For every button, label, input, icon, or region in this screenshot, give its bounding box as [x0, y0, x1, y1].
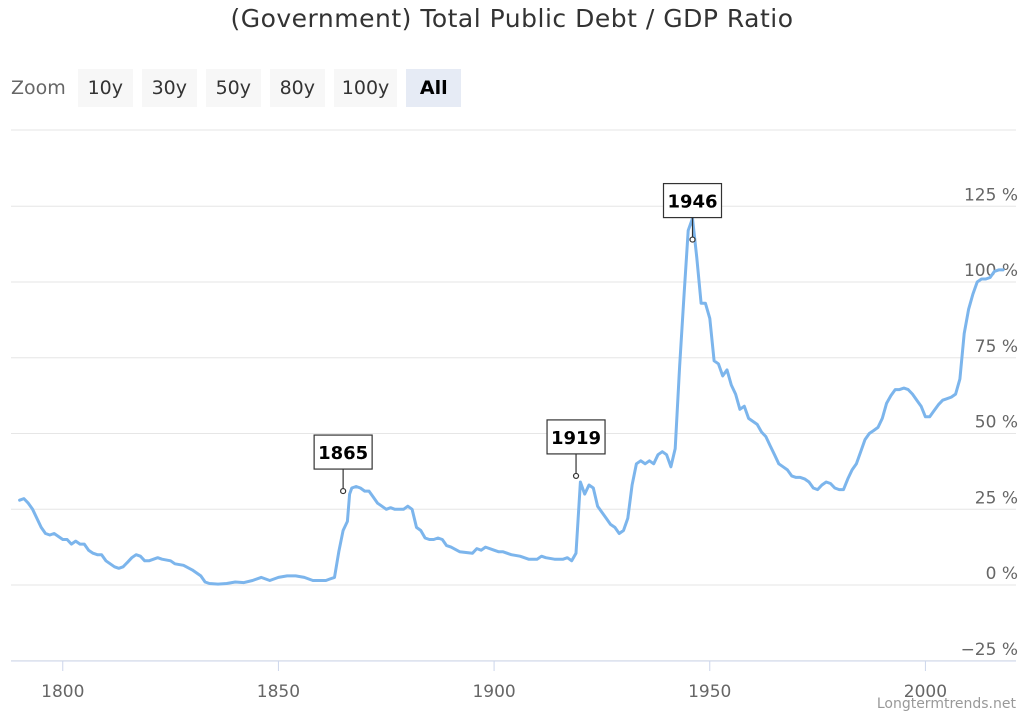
annotation-label: 1919: [551, 428, 601, 449]
zoom-label: Zoom: [11, 77, 66, 99]
y-tick-label: −25 %: [961, 640, 1018, 660]
annotation-label: 1946: [667, 192, 717, 213]
zoom-100y-button[interactable]: 100y: [333, 69, 398, 107]
y-tick-label: 125 %: [964, 185, 1018, 205]
x-tick-label: 2000: [904, 682, 947, 702]
zoom-80y-button[interactable]: 80y: [269, 69, 325, 107]
x-tick-label: 1900: [472, 682, 515, 702]
x-tick-label: 1800: [41, 682, 84, 702]
zoom-toolbar: Zoom 10y 30y 50y 80y 100y All: [11, 69, 470, 107]
zoom-30y-button[interactable]: 30y: [141, 69, 197, 107]
chart-title: (Government) Total Public Debt / GDP Rat…: [230, 4, 794, 33]
y-tick-label: 75 %: [975, 337, 1018, 357]
annotation-point: [689, 236, 696, 243]
annotation-box: [313, 434, 373, 470]
y-tick-label: 0 %: [986, 564, 1018, 584]
series-line[interactable]: [18, 216, 1005, 586]
annotation-point: [572, 472, 580, 480]
x-tick-label: 1950: [688, 682, 731, 702]
zoom-50y-button[interactable]: 50y: [205, 69, 261, 107]
y-tick-label: 100 %: [964, 261, 1018, 281]
zoom-10y-button[interactable]: 10y: [77, 69, 133, 107]
annotation-box: [662, 182, 723, 219]
y-tick-label: 25 %: [975, 488, 1018, 508]
annotation-point: [340, 487, 347, 495]
source-credit[interactable]: Longtermtrends.net: [876, 696, 1016, 712]
annotation-label: 1865: [318, 443, 368, 464]
zoom-all-button[interactable]: All: [406, 69, 462, 107]
y-tick-label: 50 %: [975, 413, 1018, 433]
x-tick-label: 1850: [257, 682, 300, 702]
annotation-box: [546, 419, 606, 455]
